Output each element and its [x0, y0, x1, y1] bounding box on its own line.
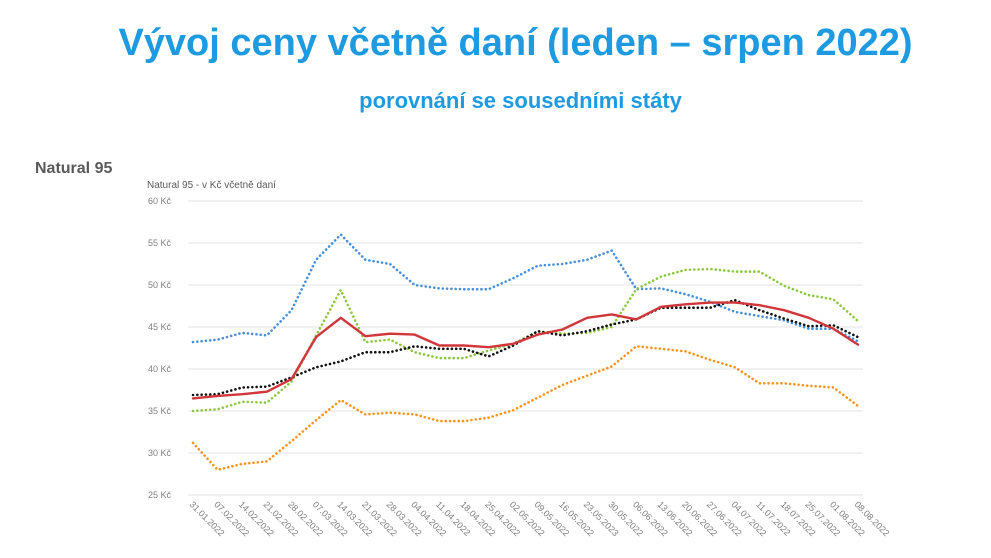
series-line-3 [191, 344, 860, 472]
x-axis-ticks: 31.01.202207.02.202214.02.202221.02.2022… [188, 499, 892, 538]
series-line-5 [191, 301, 860, 400]
y-tick-label: 60 Kč [148, 196, 172, 206]
page-subtitle: porovnání se sousedními státy [359, 88, 682, 113]
y-tick-label: 45 Kč [148, 322, 172, 332]
y-tick-label: 40 Kč [148, 364, 172, 374]
gridlines [188, 200, 863, 496]
section-label: Natural 95 [35, 160, 113, 177]
page-title: Vývoj ceny včetně daní (leden – srpen 20… [118, 22, 913, 64]
series-lines [191, 233, 860, 472]
y-tick-label: 55 Kč [148, 238, 172, 248]
y-tick-label: 25 Kč [148, 490, 172, 500]
y-axis-ticks: 25 Kč 30 Kč 35 Kč 40 Kč 45 Kč 50 Kč 55 Kč 60 Kč [148, 196, 172, 500]
y-tick-label: 35 Kč [148, 406, 172, 416]
y-tick-label: 50 Kč [148, 280, 172, 290]
y-tick-label: 30 Kč [148, 448, 172, 458]
chart-title: Natural 95 - v Kč včetně daní [147, 180, 276, 191]
series-line-1 [191, 233, 860, 344]
series-line-4 [191, 298, 860, 397]
